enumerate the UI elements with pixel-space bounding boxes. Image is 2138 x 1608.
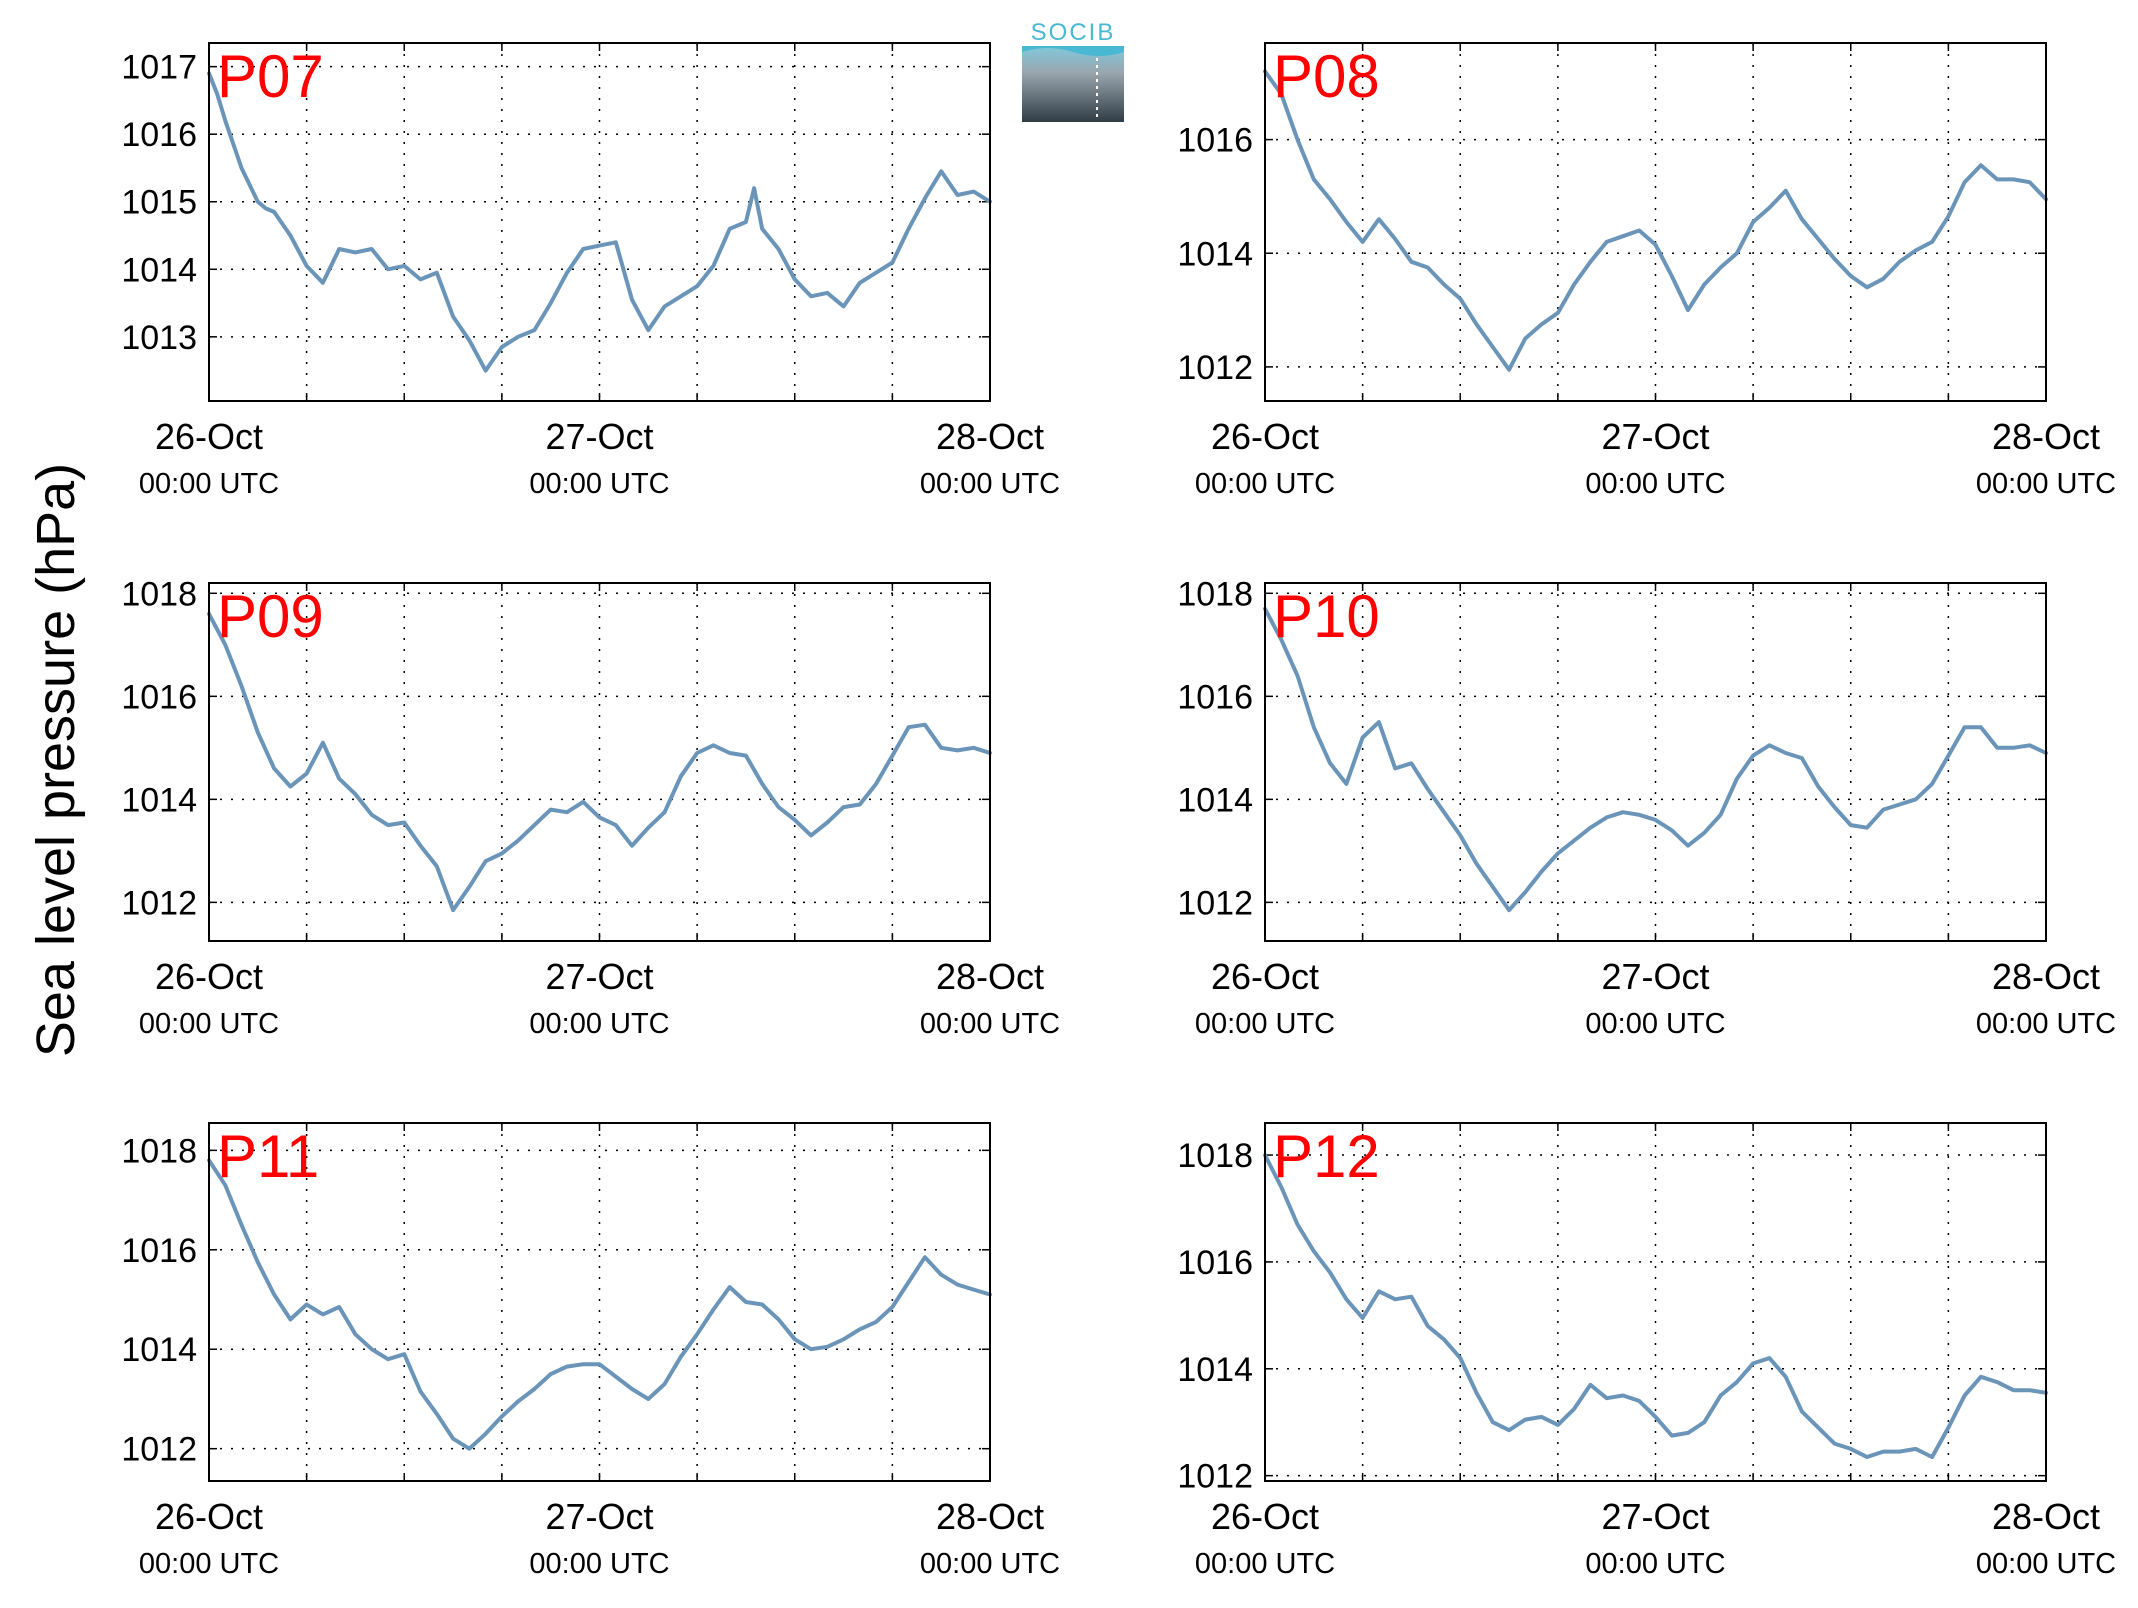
y-tick-label: 1018 [121, 1132, 197, 1170]
x-tick-time-label: 00:00 UTC [139, 468, 279, 500]
svg-text:SOCIB: SOCIB [1031, 19, 1116, 46]
x-tick-date-label: 26-Oct [155, 956, 263, 997]
y-axis-label: Sea level pressure (hPa) [26, 463, 86, 1057]
x-tick-date-label: 27-Oct [545, 956, 653, 997]
y-tick-label: 1012 [1177, 884, 1253, 922]
x-tick-date-label: 27-Oct [545, 1496, 653, 1537]
x-tick-date-label: 27-Oct [1601, 956, 1709, 997]
x-tick-date-label: 27-Oct [1601, 1496, 1709, 1537]
y-tick-label: 1016 [121, 678, 197, 716]
axes-frame [1264, 582, 2047, 942]
x-tick-time-label: 00:00 UTC [1195, 468, 1335, 500]
plot-area [209, 1123, 990, 1481]
x-tick-date-label: 28-Oct [936, 956, 1044, 997]
y-tick-label: 1018 [121, 575, 197, 613]
plot-area [1265, 583, 2046, 941]
chart-panel-p09: 1012 1014 1016 1018 26-Oct 00:00 UTC 27-Oct 00:… [121, 575, 1060, 1040]
x-tick-date-label: 27-Oct [1601, 416, 1709, 457]
station-label: P07 [217, 43, 324, 110]
series-line [1263, 606, 2048, 913]
plot-area [209, 43, 990, 401]
chart-panel-p12: 1012 1014 1016 1018 26-Oct 00:00 UTC 27-Oct 00:… [1177, 1122, 2116, 1580]
plot-area [209, 583, 990, 941]
x-tick-date-label: 28-Oct [1992, 1496, 2100, 1537]
x-tick-time-label: 00:00 UTC [1195, 1008, 1335, 1040]
y-tick-label: 1016 [1177, 122, 1253, 160]
y-tick-label: 1014 [1177, 1351, 1253, 1389]
chart-panel-p07: 1013 1014 1015 1016 1017 26-Oct 00:00 UTC 27-Oc… [121, 42, 1060, 500]
x-tick-date-label: 28-Oct [1992, 416, 2100, 457]
x-tick-time-label: 00:00 UTC [1976, 468, 2116, 500]
chart-panel-p10: 1012 1014 1016 1018 26-Oct 00:00 UTC 27-Oct 00:… [1177, 575, 2116, 1040]
axes-frame [208, 1122, 991, 1482]
x-tick-time-label: 00:00 UTC [1585, 468, 1725, 500]
y-tick-label: 1018 [1177, 1137, 1253, 1175]
x-tick-date-label: 26-Oct [1211, 416, 1319, 457]
y-tick-label: 1016 [121, 1232, 197, 1270]
x-tick-date-label: 26-Oct [1211, 956, 1319, 997]
y-tick-label: 1014 [121, 781, 197, 819]
y-tick-label: 1016 [1177, 678, 1253, 716]
x-tick-time-label: 00:00 UTC [1585, 1008, 1725, 1040]
y-tick-label: 1012 [1177, 1458, 1253, 1496]
y-tick-label: 1014 [121, 1331, 197, 1369]
chart-panel-p11: 1012 1014 1016 1018 26-Oct 00:00 UTC 27-Oct 00:… [121, 1122, 1060, 1580]
y-tick-label: 1015 [121, 184, 197, 222]
x-tick-date-label: 26-Oct [155, 1496, 263, 1537]
x-tick-time-label: 00:00 UTC [529, 468, 669, 500]
series-line [1263, 69, 2048, 372]
y-tick-label: 1013 [121, 319, 197, 357]
x-tick-time-label: 00:00 UTC [529, 1548, 669, 1580]
x-tick-time-label: 00:00 UTC [139, 1548, 279, 1580]
panels-group: 1013 1014 1015 1016 1017 26-Oct 00:00 UTC 27-Oc… [121, 42, 2116, 1580]
y-tick-label: 1014 [1177, 235, 1253, 273]
x-tick-time-label: 00:00 UTC [139, 1008, 279, 1040]
x-tick-time-label: 00:00 UTC [1585, 1548, 1725, 1580]
chart-panel-p08: 1012 1014 1016 26-Oct 00:00 UTC 27-Oct 00:00 U… [1177, 42, 2116, 500]
station-label: P12 [1273, 1123, 1380, 1190]
x-tick-date-label: 26-Oct [1211, 1496, 1319, 1537]
station-label: P10 [1273, 583, 1380, 650]
axes-frame [208, 42, 991, 402]
y-tick-label: 1017 [121, 49, 197, 87]
series-line [207, 611, 992, 913]
x-tick-date-label: 28-Oct [936, 1496, 1044, 1537]
x-tick-time-label: 00:00 UTC [1976, 1548, 2116, 1580]
y-tick-label: 1012 [121, 884, 197, 922]
plot-area [1265, 1123, 2046, 1481]
y-tick-label: 1016 [121, 116, 197, 154]
series-line [1263, 1153, 2048, 1459]
y-tick-label: 1014 [121, 251, 197, 289]
y-tick-label: 1012 [1177, 349, 1253, 387]
y-tick-label: 1014 [1177, 781, 1253, 819]
series-line [207, 71, 992, 373]
axes-frame [1264, 1122, 2047, 1482]
y-tick-label: 1016 [1177, 1244, 1253, 1282]
socib-logo: SOCIB [1022, 18, 1124, 122]
y-tick-label: 1012 [121, 1431, 197, 1469]
x-tick-date-label: 26-Oct [155, 416, 263, 457]
x-tick-time-label: 00:00 UTC [920, 1008, 1060, 1040]
station-label: P09 [217, 583, 324, 650]
x-tick-time-label: 00:00 UTC [920, 1548, 1060, 1580]
x-tick-time-label: 00:00 UTC [1976, 1008, 2116, 1040]
axes-frame [1264, 42, 2047, 402]
station-label: P08 [1273, 43, 1380, 110]
x-tick-time-label: 00:00 UTC [920, 468, 1060, 500]
socib-logo-graphic: SOCIB [1022, 19, 1124, 122]
x-tick-date-label: 28-Oct [936, 416, 1044, 457]
x-tick-date-label: 28-Oct [1992, 956, 2100, 997]
y-tick-label: 1018 [1177, 575, 1253, 613]
axes-frame [208, 582, 991, 942]
station-label: P11 [217, 1123, 319, 1190]
x-tick-time-label: 00:00 UTC [1195, 1548, 1335, 1580]
series-line [207, 1158, 992, 1451]
x-tick-date-label: 27-Oct [545, 416, 653, 457]
x-tick-time-label: 00:00 UTC [529, 1008, 669, 1040]
